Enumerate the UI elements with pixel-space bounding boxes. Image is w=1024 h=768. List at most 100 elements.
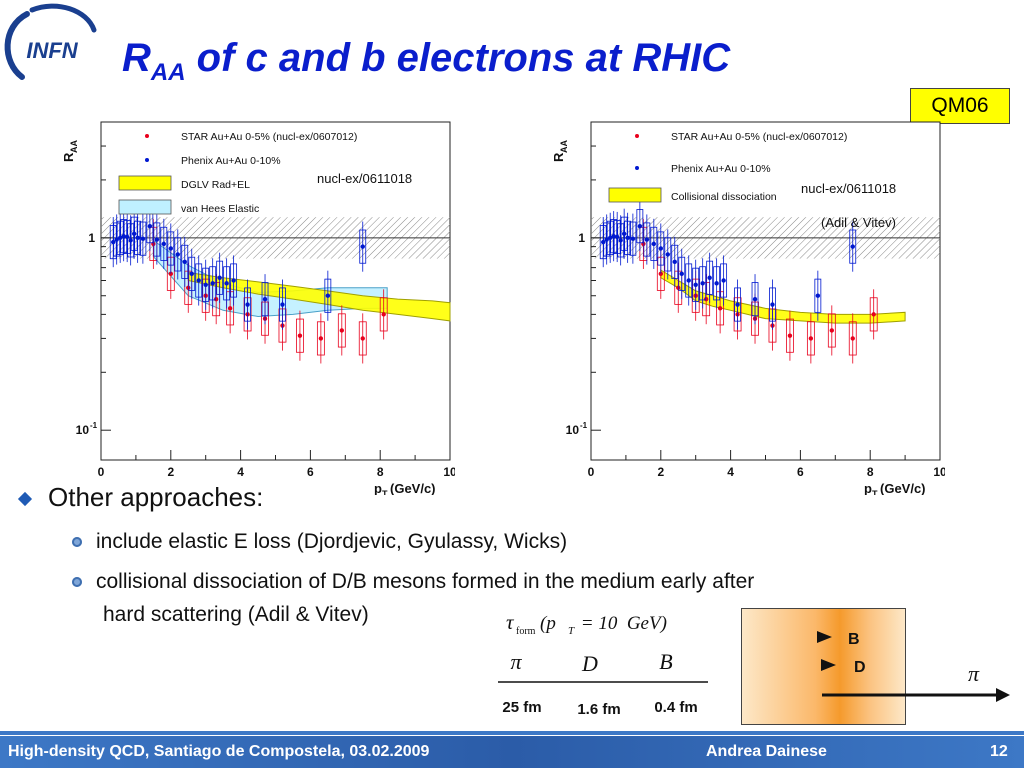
legend-swatch (608, 187, 662, 203)
data-point (203, 282, 208, 287)
data-point (262, 296, 268, 302)
data-point (189, 271, 194, 277)
data-point (850, 244, 855, 249)
data-point (621, 231, 627, 236)
data-point (381, 312, 386, 317)
footer-left: High-density QCD, Santiago de Compostela… (8, 743, 430, 760)
conference-badge: QM06 (910, 88, 1010, 124)
footer-author: Andrea Dainese (706, 743, 827, 760)
legend-swatch (118, 175, 172, 191)
data-point (182, 259, 187, 265)
data-point (625, 235, 630, 241)
val-pi: 25 fm (502, 699, 541, 716)
x-tick-label: 10 (443, 465, 455, 479)
tau-eq: = 10 GeV) (576, 613, 667, 634)
x-axis-label-sub: T (382, 489, 388, 495)
data-point (641, 241, 646, 247)
tau-symbol: τ (506, 610, 515, 634)
title-main: R (122, 36, 151, 80)
data-point (168, 246, 173, 251)
x-tick-label: 2 (657, 465, 664, 479)
data-point (121, 233, 126, 239)
x-tick-label: 6 (797, 465, 804, 479)
medium-markers: B D (817, 631, 866, 676)
data-point (168, 271, 173, 277)
data-point (644, 237, 650, 242)
y-axis-label: R (61, 152, 76, 162)
data-point (714, 281, 719, 286)
data-point (679, 271, 684, 277)
data-point (128, 238, 133, 243)
footer-bar: High-density QCD, Santiago de Compostela… (0, 736, 1024, 768)
data-point (360, 244, 365, 249)
bullet-item1-text: include elastic E loss (Djordjevic, Gyul… (96, 530, 568, 553)
legend-marker (145, 134, 149, 138)
data-point (717, 306, 723, 311)
data-point (135, 235, 140, 241)
label-b: B (848, 631, 860, 648)
legend-label: STAR Au+Au 0-5% (nucl-ex/0607012) (181, 131, 357, 143)
footer-rule (0, 731, 1024, 735)
chart-annotation: nucl-ex/0611018 (317, 171, 412, 186)
data-point (808, 336, 814, 341)
data-point (752, 296, 758, 302)
data-point (186, 285, 191, 290)
legend-label: Collisional dissociation (671, 191, 777, 203)
data-point (318, 336, 324, 341)
data-point (829, 328, 835, 333)
col-b: B (659, 649, 672, 674)
data-point (693, 282, 698, 287)
legend-marker (635, 166, 639, 170)
data-point (614, 234, 620, 240)
data-point (325, 293, 331, 298)
data-point (703, 296, 709, 302)
legend-marker (635, 134, 639, 138)
data-point (611, 233, 616, 239)
data-point (147, 223, 153, 229)
data-point (658, 271, 663, 277)
data-point (360, 336, 365, 341)
y-axis-label-sub: AA (69, 140, 79, 153)
data-point (111, 239, 116, 245)
x-tick-label: 10 (933, 465, 945, 479)
val-b: 0.4 fm (654, 699, 697, 716)
x-tick-label: 0 (98, 465, 105, 479)
x-axis-label-unit: (GeV/c) (390, 481, 436, 495)
data-point (124, 234, 130, 240)
x-tick-label: 8 (377, 465, 384, 479)
y-tick-label-01: 10 (566, 423, 580, 437)
formation-time-table: τ form (p T = 10 GeV) π D B 25 fm 1.6 fm… (498, 610, 708, 718)
data-point (787, 333, 793, 338)
arrow-head-icon (996, 688, 1010, 702)
label-pi: π (968, 661, 980, 686)
legend-label: DGLV Rad+EL (181, 179, 250, 191)
data-point (213, 296, 219, 302)
data-point (815, 293, 821, 298)
bullet-item1: include elastic E loss (Djordjevic, Gyul… (72, 530, 567, 554)
slide-title: RAA of c and b electrons at RHIC (122, 36, 730, 87)
data-point (151, 241, 156, 247)
data-point (280, 302, 285, 307)
legend-label: van Hees Elastic (181, 203, 259, 215)
data-point (117, 235, 123, 241)
data-point (770, 302, 775, 307)
data-point (672, 259, 677, 265)
data-point (721, 278, 726, 283)
data-point (140, 236, 146, 241)
x-tick-label: 8 (867, 465, 874, 479)
y-tick-label-01: 10 (76, 423, 90, 437)
data-point (114, 237, 119, 242)
tau-subscript: form (516, 626, 536, 637)
data-point (154, 237, 160, 242)
d-arrow-icon (821, 659, 836, 671)
data-point (637, 223, 643, 229)
val-d: 1.6 fm (577, 701, 620, 718)
data-point (245, 302, 250, 307)
legend-label: STAR Au+Au 0-5% (nucl-ex/0607012) (671, 131, 847, 143)
y-tick-exp: -1 (580, 421, 588, 430)
data-point (601, 239, 606, 245)
data-point (651, 241, 657, 247)
data-point (850, 336, 855, 341)
data-point (630, 236, 636, 241)
